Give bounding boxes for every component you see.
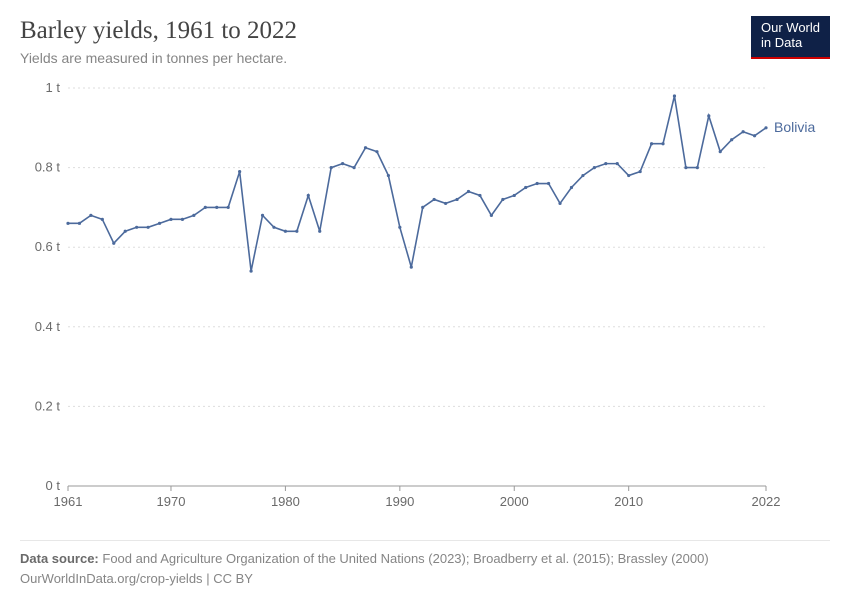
series-point [101,218,104,221]
x-tick-label: 2010 [614,494,643,509]
footer-license: CC BY [213,571,253,586]
series-point [536,182,539,185]
series-point [524,186,527,189]
x-tick-label: 1980 [271,494,300,509]
source-text: Food and Agriculture Organization of the… [102,551,708,566]
series-point [753,134,756,137]
series-point [616,162,619,165]
series-point [684,166,687,169]
series-point [627,174,630,177]
series-point [455,198,458,201]
series-point [764,126,767,129]
series-point [146,226,149,229]
series-point [650,142,653,145]
series-point [135,226,138,229]
series-point [570,186,573,189]
source-label: Data source: [20,551,99,566]
series-point [158,222,161,225]
series-point [558,202,561,205]
series-point [227,206,230,209]
y-tick-label: 1 t [46,80,61,95]
series-point [467,190,470,193]
series-point [124,230,127,233]
series-point [387,174,390,177]
series-point [730,138,733,141]
y-tick-label: 0.2 t [35,398,61,413]
series-point [707,114,710,117]
series-point [318,230,321,233]
x-tick-label: 2022 [752,494,781,509]
series-point [593,166,596,169]
footer-link[interactable]: OurWorldInData.org/crop-yields [20,571,203,586]
series-point [444,202,447,205]
series-point [295,230,298,233]
series-point [501,198,504,201]
chart-svg: 0 t 0.2 t 0.4 t 0.6 t 0.8 t 1 t 1961 1970 1980 19… [20,74,830,514]
series-point [272,226,275,229]
series-point [330,166,333,169]
series-point [547,182,550,185]
series-line-bolivia [68,96,766,271]
series-point [341,162,344,165]
x-tick-label: 1970 [157,494,186,509]
series-point [249,269,252,272]
series-point [581,174,584,177]
series-point [639,170,642,173]
series-point [89,214,92,217]
series-point [696,166,699,169]
series-point [478,194,481,197]
y-tick-label: 0 t [46,478,61,493]
series-point [375,150,378,153]
series-point [364,146,367,149]
series-point [604,162,607,165]
x-tick-label: 1990 [385,494,414,509]
series-point [169,218,172,221]
x-tick-label: 1961 [54,494,83,509]
series-point [204,206,207,209]
footer: Data source: Food and Agriculture Organi… [20,540,830,588]
series-point [261,214,264,217]
series-point [66,222,69,225]
series-point [78,222,81,225]
page-subtitle: Yields are measured in tonnes per hectar… [20,50,751,66]
series-point [181,218,184,221]
series-point [742,130,745,133]
y-tick-label: 0.8 t [35,160,61,175]
series-point [433,198,436,201]
series-point [398,226,401,229]
series-point [215,206,218,209]
series-point [410,266,413,269]
series-point [719,150,722,153]
owid-logo: Our World in Data [751,16,830,59]
series-point [490,214,493,217]
series-point [284,230,287,233]
chart: 0 t 0.2 t 0.4 t 0.6 t 0.8 t 1 t 1961 1970 1980 19… [20,74,830,536]
series-point [352,166,355,169]
series-point [673,94,676,97]
y-tick-label: 0.4 t [35,319,61,334]
series-label-bolivia: Bolivia [774,119,815,135]
series-point [238,170,241,173]
series-point [192,214,195,217]
series-point [421,206,424,209]
series-point [661,142,664,145]
series-point [307,194,310,197]
page-title: Barley yields, 1961 to 2022 [20,16,751,46]
series-point [513,194,516,197]
series-point [112,242,115,245]
x-tick-label: 2000 [500,494,529,509]
y-tick-label: 0.6 t [35,239,61,254]
